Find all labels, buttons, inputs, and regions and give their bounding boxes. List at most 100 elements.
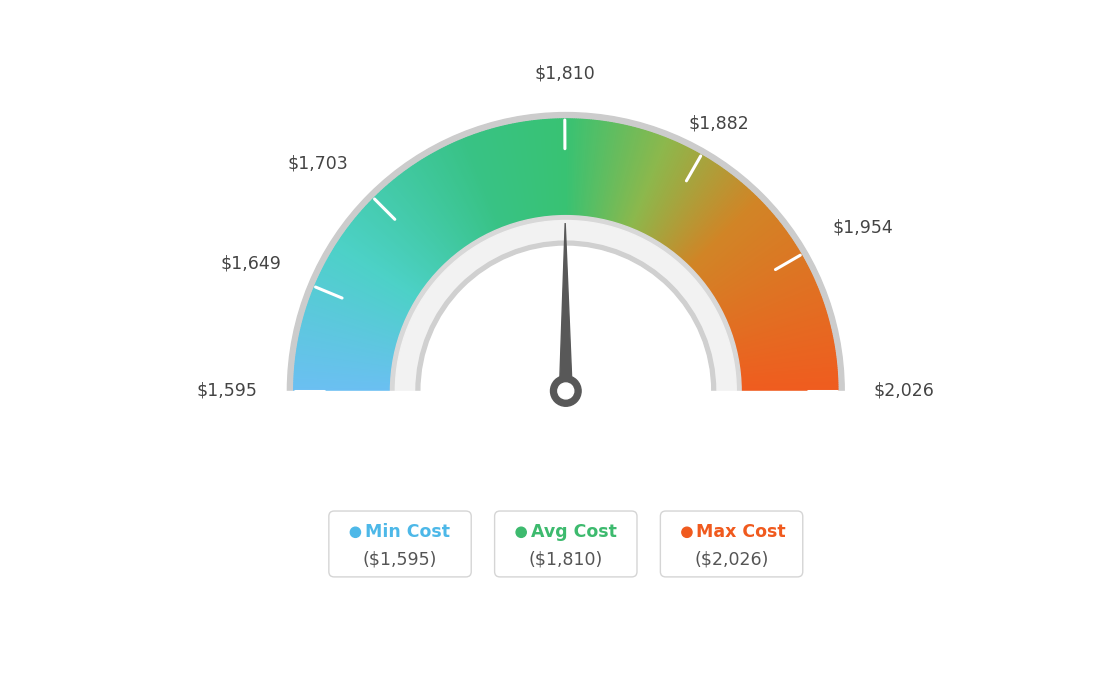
Wedge shape	[569, 119, 572, 217]
Wedge shape	[739, 355, 836, 369]
Wedge shape	[560, 119, 563, 217]
Wedge shape	[698, 213, 773, 278]
Wedge shape	[680, 186, 745, 260]
Wedge shape	[358, 215, 433, 279]
Wedge shape	[304, 315, 399, 344]
Wedge shape	[444, 147, 489, 235]
Wedge shape	[309, 299, 402, 333]
Wedge shape	[661, 164, 716, 246]
Wedge shape	[514, 124, 534, 220]
Wedge shape	[523, 122, 540, 219]
Wedge shape	[312, 290, 404, 328]
Wedge shape	[333, 247, 418, 300]
Wedge shape	[354, 217, 432, 281]
Wedge shape	[509, 125, 530, 221]
Wedge shape	[731, 303, 824, 336]
Wedge shape	[699, 215, 774, 279]
Wedge shape	[320, 273, 408, 317]
Wedge shape	[459, 139, 499, 230]
Wedge shape	[739, 353, 836, 368]
Wedge shape	[630, 138, 668, 230]
Wedge shape	[425, 157, 477, 241]
Wedge shape	[540, 120, 551, 217]
Wedge shape	[573, 119, 578, 217]
Wedge shape	[615, 130, 644, 224]
Wedge shape	[295, 363, 392, 375]
Wedge shape	[626, 136, 662, 228]
Wedge shape	[363, 208, 437, 275]
Wedge shape	[731, 305, 825, 337]
Wedge shape	[585, 121, 597, 218]
Wedge shape	[300, 332, 395, 354]
Wedge shape	[422, 159, 475, 243]
Wedge shape	[328, 258, 414, 307]
Wedge shape	[458, 141, 498, 231]
Wedge shape	[294, 382, 392, 387]
Wedge shape	[708, 233, 788, 290]
Wedge shape	[307, 305, 401, 337]
Wedge shape	[617, 131, 648, 225]
Wedge shape	[294, 378, 392, 384]
Wedge shape	[694, 208, 768, 275]
Wedge shape	[671, 175, 733, 253]
Wedge shape	[338, 241, 421, 297]
Wedge shape	[728, 289, 819, 327]
Wedge shape	[719, 260, 805, 308]
Wedge shape	[636, 142, 678, 232]
Wedge shape	[705, 228, 785, 288]
Wedge shape	[732, 307, 825, 338]
Wedge shape	[295, 372, 392, 380]
Wedge shape	[555, 119, 561, 217]
Wedge shape	[350, 224, 428, 285]
Wedge shape	[733, 315, 828, 344]
Wedge shape	[318, 277, 407, 319]
Wedge shape	[570, 119, 574, 217]
Wedge shape	[598, 124, 619, 220]
Wedge shape	[639, 144, 681, 233]
Wedge shape	[740, 382, 838, 387]
Wedge shape	[578, 119, 587, 217]
Wedge shape	[466, 137, 503, 229]
Wedge shape	[348, 226, 427, 286]
Wedge shape	[469, 136, 506, 228]
Wedge shape	[297, 346, 394, 364]
Wedge shape	[440, 148, 487, 236]
Wedge shape	[294, 389, 392, 391]
Wedge shape	[623, 134, 656, 226]
Wedge shape	[719, 262, 806, 309]
Wedge shape	[413, 165, 469, 247]
Wedge shape	[637, 143, 680, 233]
Wedge shape	[314, 287, 405, 326]
Wedge shape	[528, 121, 542, 219]
Wedge shape	[625, 135, 660, 228]
Wedge shape	[618, 132, 650, 225]
Wedge shape	[339, 240, 421, 295]
Wedge shape	[299, 336, 395, 357]
Wedge shape	[305, 313, 399, 342]
Text: $1,882: $1,882	[689, 115, 750, 132]
Wedge shape	[424, 248, 708, 391]
Text: ($1,810): ($1,810)	[529, 551, 603, 569]
Wedge shape	[701, 219, 778, 282]
Polygon shape	[273, 391, 859, 402]
Wedge shape	[316, 281, 406, 322]
Wedge shape	[416, 162, 471, 246]
Wedge shape	[538, 120, 550, 217]
Wedge shape	[565, 119, 567, 217]
Wedge shape	[296, 353, 393, 368]
Wedge shape	[517, 123, 535, 219]
Wedge shape	[736, 334, 832, 355]
Wedge shape	[312, 289, 404, 327]
Text: ($2,026): ($2,026)	[694, 551, 768, 569]
Wedge shape	[609, 128, 636, 222]
Wedge shape	[389, 183, 454, 259]
Circle shape	[682, 527, 692, 538]
Wedge shape	[383, 188, 449, 262]
Wedge shape	[693, 206, 767, 274]
Wedge shape	[726, 285, 817, 324]
Wedge shape	[546, 119, 555, 217]
Wedge shape	[723, 275, 813, 318]
Wedge shape	[344, 231, 425, 290]
Wedge shape	[670, 173, 731, 253]
Wedge shape	[461, 139, 500, 230]
